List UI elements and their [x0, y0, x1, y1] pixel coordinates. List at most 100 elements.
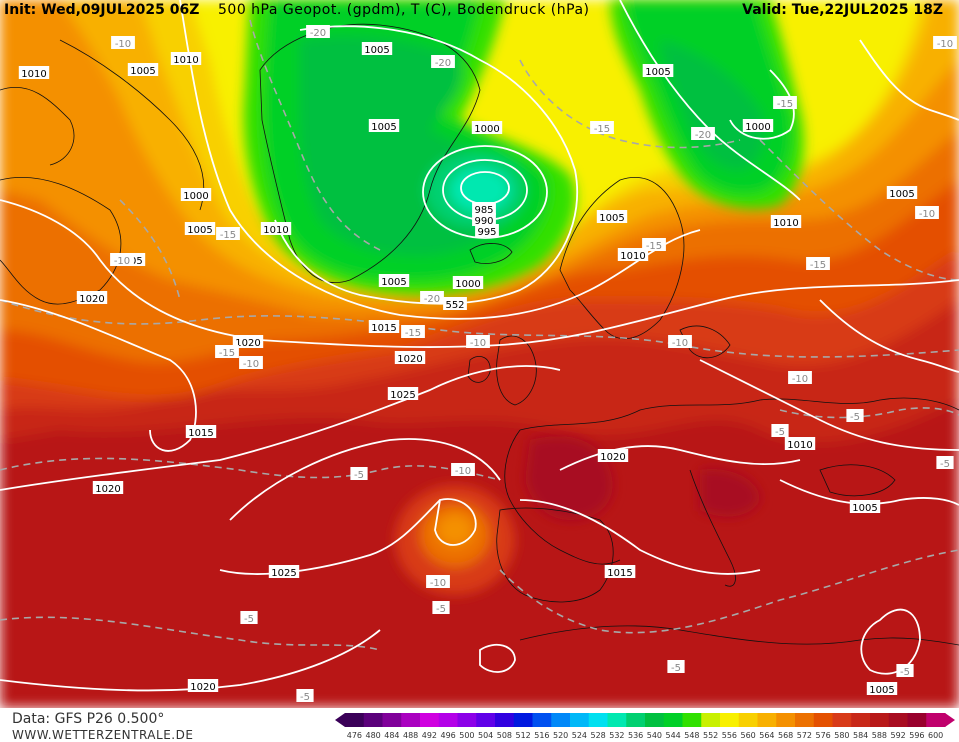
- legend-tick-label: 536: [628, 731, 643, 740]
- isobar-label-bg: [361, 42, 393, 55]
- isobar-label-text: 1000: [474, 124, 499, 135]
- isobar-label: 1005: [127, 63, 159, 77]
- temperature-isotherms: [0, 19, 959, 651]
- isobar-label-text: 1005: [645, 67, 670, 78]
- temperature-label-text: -15: [220, 230, 236, 241]
- legend-tick-label: 568: [778, 731, 793, 740]
- isobar-label-bg: [617, 248, 649, 261]
- isobar-label-bg: [597, 449, 629, 462]
- legend-swatch: [813, 713, 833, 727]
- legend-tick-label: 544: [665, 731, 680, 740]
- temperature-label: -5: [432, 601, 450, 615]
- temperature-label: -5: [846, 409, 864, 423]
- isobar-label: 1015: [368, 320, 400, 334]
- legend-tick-label: 540: [647, 731, 662, 740]
- legend-tick-label: 520: [553, 731, 568, 740]
- isobar-label-bg: [368, 119, 400, 132]
- isobar-label: 1010: [260, 222, 292, 236]
- temperature-label-bg: [111, 36, 135, 49]
- legend-swatch: [776, 713, 796, 727]
- isobar-label-bg: [784, 437, 816, 450]
- legend-tick-label: 488: [403, 731, 418, 740]
- temperature-label: -15: [773, 96, 797, 110]
- legend-swatch: [626, 713, 646, 727]
- isobar-label: 1020: [76, 291, 108, 305]
- legend-tick-label: 484: [384, 731, 399, 740]
- isobar-label-text: 985: [474, 205, 493, 216]
- legend-tick-label: 512: [515, 731, 530, 740]
- temperature-label-text: -10: [672, 338, 688, 349]
- isobar-label-text: 1010: [21, 69, 46, 80]
- temperature-label-bg: [668, 335, 692, 348]
- isobar-label-bg: [886, 186, 918, 199]
- valid-time-label: Valid: Tue,22JUL2025 18Z: [742, 2, 943, 18]
- legend-swatch: [701, 713, 721, 727]
- isobar-label-text: 1020: [600, 452, 625, 463]
- isobar-label-text: 1010: [620, 251, 645, 262]
- legend-swatches: [335, 713, 955, 727]
- legend-tick-label: 508: [497, 731, 512, 740]
- temperature-label: -10: [915, 206, 939, 220]
- legend-swatch: [720, 713, 740, 727]
- legend-tick-label: 596: [909, 731, 924, 740]
- temperature-label: -15: [401, 325, 425, 339]
- isobar-label-text: 1020: [95, 484, 120, 495]
- legend-swatch: [682, 713, 702, 727]
- map-canvas: 1010100510101005100010051005100010081005…: [0, 0, 959, 708]
- legend-swatch: [457, 713, 477, 727]
- temperature-label-text: -10: [937, 39, 953, 50]
- legend-tick-label: 524: [572, 731, 587, 740]
- legend-tick-label: 492: [422, 731, 437, 740]
- legend-tick-label: 504: [478, 731, 493, 740]
- temperature-label-bg: [240, 611, 258, 624]
- temperature-label-bg: [432, 601, 450, 614]
- isobar-label-bg: [866, 682, 898, 695]
- legend-swatch: [926, 713, 946, 727]
- temperature-label-text: -20: [424, 294, 440, 305]
- isobar-label-bg: [92, 481, 124, 494]
- isobar-label: 1025: [268, 565, 300, 579]
- isobar-label-bg: [127, 63, 159, 76]
- map-header: Init: Wed,09JUL2025 06Z 500 hPa Geopot. …: [0, 0, 959, 22]
- isobar-label-bg: [170, 52, 202, 65]
- temperature-label: -15: [806, 257, 830, 271]
- legend-tick-label: 588: [872, 731, 887, 740]
- map-title: 500 hPa Geopot. (gpdm), T (C), Bodendruc…: [218, 2, 590, 18]
- isobar-label: 995: [475, 224, 499, 238]
- isobar-label: 1000: [452, 276, 484, 290]
- isobar-label-text: 1025: [390, 390, 415, 401]
- legend-tick-label: 580: [834, 731, 849, 740]
- legend-left-arrow: [335, 713, 345, 727]
- isobar-label: 1000: [471, 121, 503, 135]
- isobar-label-text: 1010: [173, 55, 198, 66]
- isobar-label-bg: [770, 215, 802, 228]
- legend-tick-label: 564: [759, 731, 774, 740]
- isobar-label-text: 990: [474, 216, 493, 227]
- temperature-label-bg: [401, 325, 425, 338]
- temperature-label-bg: [771, 424, 789, 437]
- legend-swatch: [401, 713, 421, 727]
- temperature-label: -10: [239, 356, 263, 370]
- isobar-label-bg: [232, 335, 264, 348]
- temperature-label: -5: [350, 467, 368, 481]
- legend-swatch: [476, 713, 496, 727]
- legend-swatch: [607, 713, 627, 727]
- legend-tick-label: 600: [928, 731, 943, 740]
- isobar-label-bg: [394, 351, 426, 364]
- isobar-label: 1000: [742, 119, 774, 133]
- isobar-label: 985: [472, 202, 496, 216]
- temperature-label-bg: [806, 257, 830, 270]
- legend-tick-label: 592: [890, 731, 905, 740]
- temperature-label-bg: [896, 664, 914, 677]
- temperature-label-text: -10: [243, 359, 259, 370]
- temperature-label-bg: [451, 463, 475, 476]
- isobar-label-text: 1010: [263, 225, 288, 236]
- temperature-label-text: -5: [436, 604, 446, 615]
- temperature-label-text: -20: [435, 58, 451, 69]
- isobar-label-text: 1005: [852, 503, 877, 514]
- temperature-label-text: -5: [354, 470, 364, 481]
- legend-tick-label: 496: [440, 731, 455, 740]
- temperature-label-text: -10: [792, 374, 808, 385]
- legend-swatch: [363, 713, 383, 727]
- isobar-label-text: 1005: [599, 213, 624, 224]
